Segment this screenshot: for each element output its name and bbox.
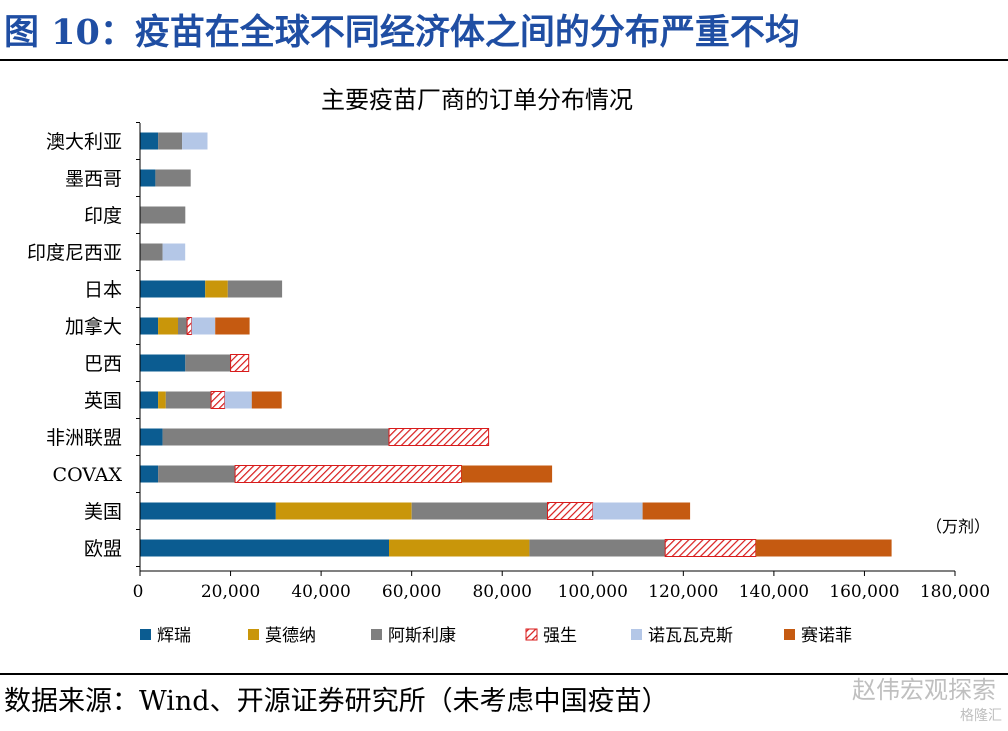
- bar-segment: [162, 428, 389, 446]
- bar-segment: [182, 132, 208, 150]
- bottom-rule: [0, 673, 1008, 675]
- bar-segment: [186, 317, 193, 335]
- chart-title: 主要疫苗厂商的订单分布情况: [321, 86, 633, 114]
- legend-swatch: [525, 628, 538, 641]
- bar-segment: [227, 280, 283, 298]
- x-tick-label: 20,000: [201, 582, 260, 602]
- category-label: 印度: [84, 205, 122, 227]
- category-label: 日本: [84, 279, 122, 301]
- category-label: 印度尼西亚: [27, 242, 122, 264]
- bar-segment: [185, 354, 231, 372]
- legend-swatch: [784, 629, 795, 640]
- bar-segment: [140, 502, 276, 520]
- bar-segment: [162, 243, 186, 261]
- bar-segment: [178, 317, 188, 335]
- legend-label: 强生: [543, 626, 577, 646]
- category-label: 非洲联盟: [46, 427, 122, 449]
- legend-label: 赛诺菲: [801, 625, 852, 646]
- legend: 辉瑞 莫德纳 阿斯利康 强生 诺瓦瓦克斯 赛诺菲: [140, 625, 852, 646]
- bar-segment: [140, 539, 389, 557]
- bar-segment: [461, 465, 553, 483]
- figure-title: 图 10：疫苗在全球不同经济体之间的分布严重不均: [4, 12, 800, 53]
- bar-segment: [158, 317, 178, 335]
- bar-segment: [755, 539, 892, 557]
- bar-segment: [234, 465, 462, 483]
- x-tick-label: 160,000: [829, 582, 899, 602]
- bar-segment: [388, 428, 490, 446]
- bar-segment: [140, 317, 159, 335]
- bar-segment: [275, 502, 412, 520]
- legend-swatch: [371, 629, 382, 640]
- category-label: 英国: [84, 390, 122, 412]
- bars-layer: [140, 132, 892, 557]
- x-tick-label: 80,000: [472, 582, 531, 602]
- bar-segment: [642, 502, 691, 520]
- bar-segment: [592, 502, 643, 520]
- bar-segment: [205, 280, 228, 298]
- x-tick-label: 0: [133, 582, 144, 602]
- bar-segment: [140, 243, 163, 261]
- watermark: 赵伟宏观探索: [852, 676, 996, 704]
- x-tick-label: 60,000: [382, 582, 441, 602]
- bar-segment: [664, 539, 757, 557]
- x-tick-label: 120,000: [648, 582, 718, 602]
- x-tick-label: 180,000: [920, 582, 990, 602]
- bar-segment: [158, 465, 236, 483]
- x-tick-label: 100,000: [558, 582, 628, 602]
- legend-label: 辉瑞: [157, 626, 191, 646]
- top-rule: [0, 59, 1008, 61]
- legend-swatch: [248, 629, 259, 640]
- bar-segment: [230, 354, 250, 372]
- category-label: COVAX: [53, 464, 123, 486]
- category-label: 美国: [84, 501, 122, 523]
- bar-segment: [140, 391, 159, 409]
- bar-segment: [210, 391, 226, 409]
- bar-segment: [155, 169, 191, 187]
- bar-segment: [158, 132, 183, 150]
- category-label: 巴西: [84, 353, 122, 375]
- legend-label: 诺瓦瓦克斯: [648, 626, 733, 646]
- bar-segment: [140, 132, 159, 150]
- legend-label: 阿斯利康: [388, 626, 456, 646]
- watermark-secondary: 格隆汇: [960, 708, 1002, 724]
- bar-segment: [140, 428, 163, 446]
- bar-segment: [140, 169, 156, 187]
- legend-label: 莫德纳: [265, 626, 316, 646]
- category-label: 加拿大: [65, 315, 122, 338]
- bar-segment: [140, 206, 186, 224]
- x-tick-label: 40,000: [291, 582, 350, 602]
- bar-segment: [529, 539, 666, 557]
- bar-segment: [140, 280, 206, 298]
- bar-segment: [191, 317, 216, 335]
- bar-segment: [251, 391, 282, 409]
- bar-segment: [140, 465, 159, 483]
- category-label: 澳大利亚: [46, 131, 122, 153]
- legend-swatch: [631, 629, 642, 640]
- bar-segment: [140, 354, 186, 372]
- category-label: 墨西哥: [65, 168, 122, 190]
- bar-segment: [411, 502, 548, 520]
- legend-swatch: [140, 629, 151, 640]
- bar-segment: [215, 317, 250, 335]
- bar-segment: [224, 391, 252, 409]
- source-note: 数据来源：Wind、开源证券研究所（未考虑中国疫苗）: [4, 686, 669, 717]
- stacked-bar-chart: 主要疫苗厂商的订单分布情况 （万剂） 澳大利亚墨西哥印度印度尼西亚日本加拿大巴西…: [27, 86, 990, 646]
- bar-segment: [547, 502, 594, 520]
- bar-segment: [158, 391, 166, 409]
- bar-segment: [165, 391, 212, 409]
- category-label: 欧盟: [84, 538, 122, 560]
- x-tick-label: 140,000: [739, 582, 809, 602]
- bar-segment: [389, 539, 530, 557]
- unit-label: （万剂）: [926, 517, 990, 536]
